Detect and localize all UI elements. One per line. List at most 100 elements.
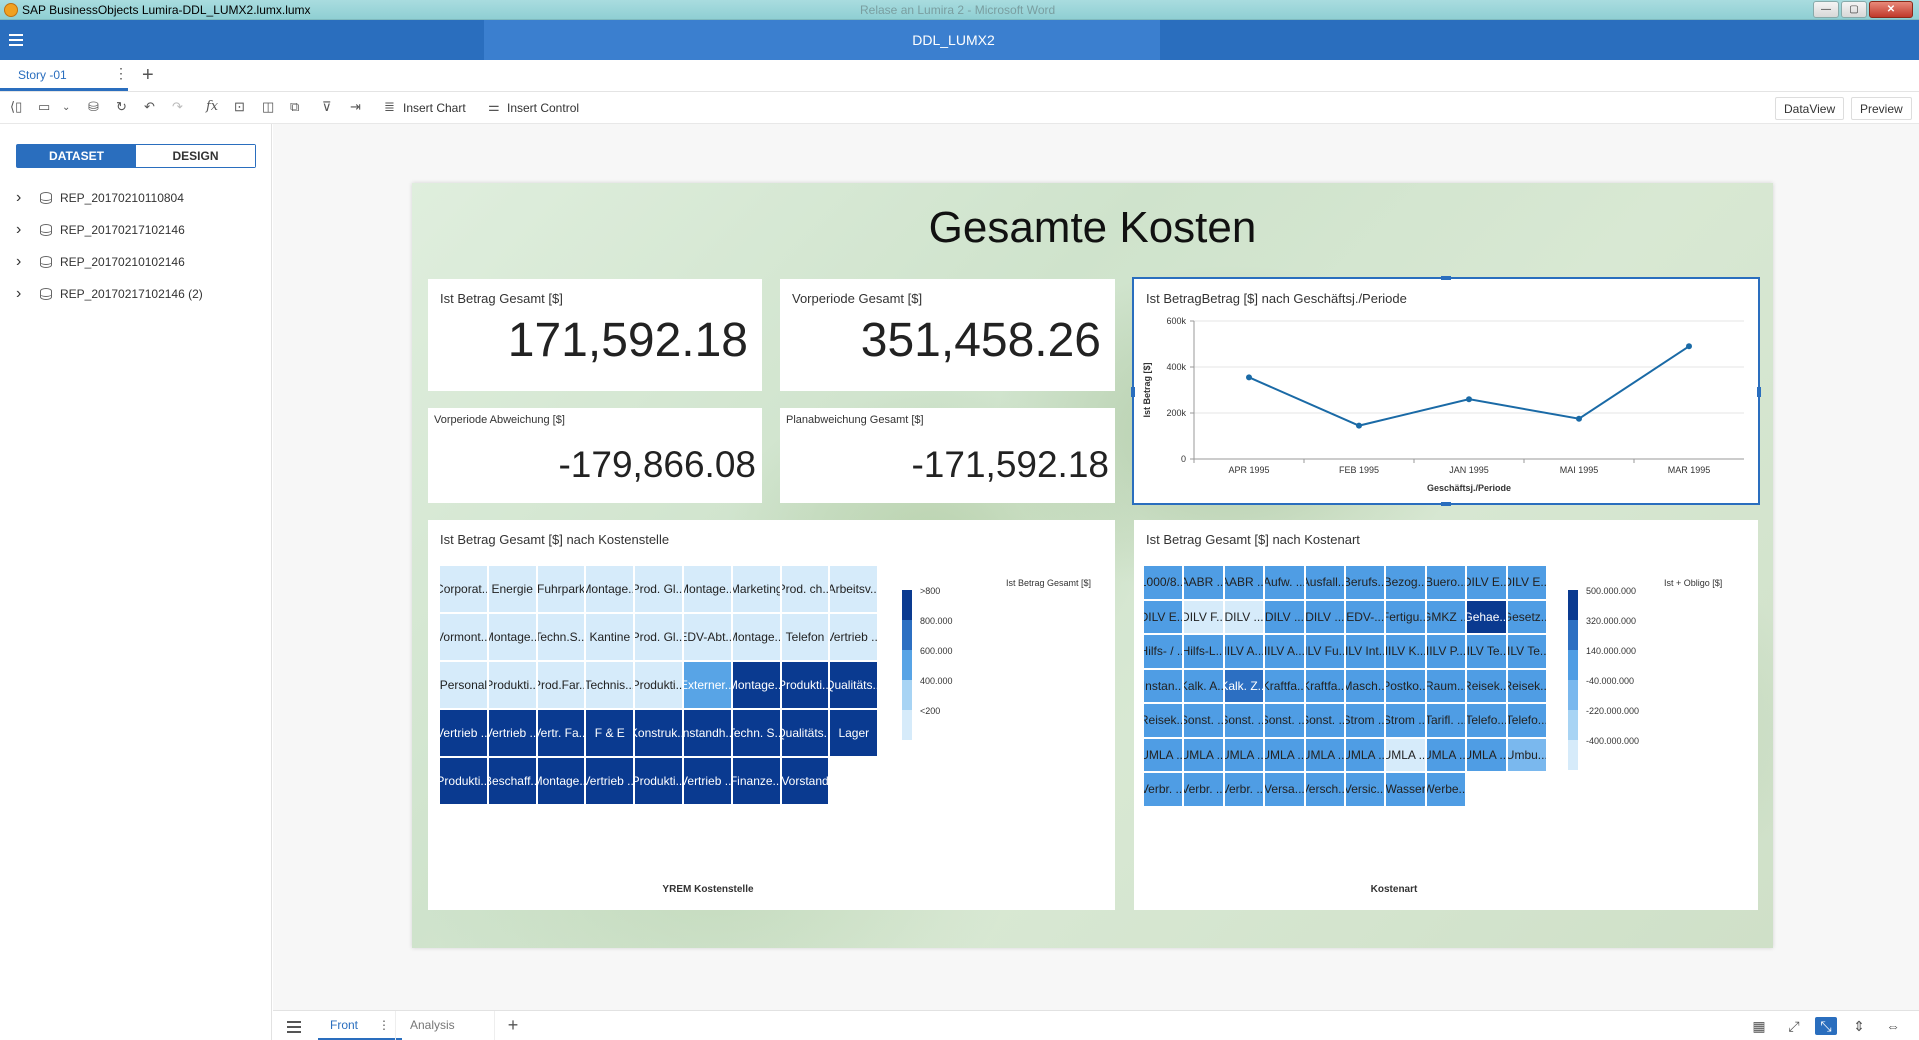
heatmap-cell[interactable]: IILV Te... [1507, 635, 1546, 668]
heatmap-cell[interactable]: DILV E... [1507, 566, 1546, 599]
undo-icon[interactable]: ↶ [144, 99, 155, 114]
story-tab-active[interactable]: Story -01 ⋮ [0, 60, 128, 91]
heatmap-cell[interactable]: Vertrieb ... [830, 614, 878, 660]
heatmap-cell[interactable]: Konstruk... [635, 710, 682, 756]
heatmap-cell[interactable]: Finanze... [732, 758, 780, 804]
heatmap-cell[interactable]: UMLA ... [1386, 738, 1425, 771]
heatmap-cell[interactable]: IILV A... [1224, 635, 1264, 668]
chevron-right-icon[interactable]: › [16, 253, 22, 270]
heatmap-cell[interactable]: Hilfs- / ... [1144, 635, 1183, 668]
heatmap-cell[interactable]: IILV Te... [1467, 635, 1506, 668]
heatmap-cell[interactable]: IILV A... [1265, 635, 1304, 668]
heatmap-cell[interactable]: Masch... [1346, 669, 1385, 702]
resize-handle-bottom[interactable] [1441, 502, 1451, 506]
heatmap-cell[interactable]: Qualitäts... [781, 710, 829, 756]
refresh-icon[interactable]: ↻ [116, 99, 127, 114]
page-tab-menu-icon[interactable]: ⋮ [378, 1018, 391, 1032]
kpi-card-vorperiode[interactable]: Vorperiode Gesamt [$] 351,458.26 [780, 279, 1115, 391]
heatmap-cell[interactable]: UMLA ... [1184, 738, 1223, 771]
heatmap-cell[interactable]: Externer... [684, 662, 731, 708]
resize-handle-right[interactable] [1757, 387, 1761, 397]
heatmap-cell[interactable]: IILV Int... [1346, 635, 1385, 668]
heatmap-cell[interactable]: Fertigu... [1386, 600, 1425, 633]
formula-icon[interactable]: fx [206, 99, 219, 114]
dataset-item[interactable]: › REP_20170217102146 [16, 221, 185, 238]
heatmap-cell[interactable]: Produkti... [635, 662, 682, 708]
heatmap-cell[interactable]: Aufw. ... [1265, 566, 1304, 599]
heatmap-cell[interactable]: Bezog... [1386, 566, 1425, 599]
preview-button[interactable]: Preview [1851, 97, 1912, 120]
line-chart-card[interactable]: Ist BetragBetrag [$] nach Geschäftsj./Pe… [1131, 276, 1761, 506]
heatmap-cell[interactable]: Gehae... [1467, 600, 1506, 633]
pages-menu-icon[interactable] [287, 1021, 301, 1036]
heatmap-cell[interactable]: Reisek... [1507, 669, 1546, 702]
heatmap-cell[interactable]: Montage... [732, 662, 780, 708]
heatmap-cell[interactable]: Wasser [1386, 773, 1425, 806]
dataset-item[interactable]: › REP_20170210110804 [16, 189, 184, 206]
page-tab-front[interactable]: Front ⋮ [318, 1011, 403, 1040]
heatmap-cell[interactable]: Prod. Gl... [635, 566, 682, 612]
heatmap-cell[interactable]: Vertrieb ... [440, 710, 487, 756]
heatmap-cell[interactable]: Beschaff... [488, 758, 536, 804]
heatmap-cell[interactable]: AABR ... [1184, 566, 1223, 599]
heatmap-cell[interactable]: Corporat... [440, 566, 487, 612]
fit-height-icon[interactable]: ⇕ [1853, 1018, 1865, 1034]
dataview-button[interactable]: DataView [1775, 97, 1845, 120]
heatmap-card-kostenart[interactable]: Ist Betrag Gesamt [$] nach Kostenart Kos… [1134, 520, 1758, 910]
heatmap-cell[interactable]: Reisek... [1144, 704, 1183, 737]
heatmap-cell[interactable]: EDV-... [1346, 600, 1385, 633]
resize-handle-left[interactable] [1131, 387, 1135, 397]
heatmap-cell[interactable]: Telefon [781, 614, 829, 660]
heatmap-cell[interactable]: Prod. ch... [781, 566, 829, 612]
heatmap-cell[interactable]: Telefo... [1467, 704, 1506, 737]
heatmap-cell[interactable]: Produkti... [440, 758, 487, 804]
heatmap-cell[interactable]: Instandh... [684, 710, 731, 756]
heatmap-cell[interactable]: DILV ... [1224, 600, 1264, 633]
resize-handle-top[interactable] [1441, 276, 1451, 280]
heatmap-cell[interactable]: F & E [586, 710, 634, 756]
redo-icon[interactable]: ↷ [172, 99, 183, 114]
insert-chart-button[interactable]: Insert Chart [403, 101, 466, 115]
heatmap-cell[interactable]: Instan... [1144, 669, 1183, 702]
heatmap-cell[interactable]: Montage... [684, 566, 731, 612]
heatmap-cell[interactable]: Fuhrpark [537, 566, 585, 612]
heatmap-cell[interactable]: UMLA ... [1467, 738, 1506, 771]
filter-icon[interactable]: ⊽ [322, 99, 332, 114]
heatmap-cell[interactable]: Kalk. Z... [1224, 669, 1264, 702]
heatmap-cell[interactable]: Energie [488, 566, 536, 612]
heatmap-cell[interactable]: Prod. Gl... [635, 614, 682, 660]
heatmap-cell[interactable]: Hilfs-L... [1184, 635, 1223, 668]
heatmap-cell[interactable]: IILV K... [1386, 635, 1425, 668]
save-icon[interactable]: ▭ [38, 99, 51, 114]
heatmap-cell[interactable]: Postko... [1386, 669, 1425, 702]
heatmap-cell[interactable]: Strom ... [1386, 704, 1425, 737]
heatmap-cell[interactable]: Vertrieb ... [488, 710, 536, 756]
story-tab-menu-icon[interactable]: ⋮ [114, 65, 128, 81]
kpi-card-planabweichung[interactable]: Planabweichung Gesamt [$] -171,592.18 [780, 408, 1115, 503]
dropdown-icon[interactable]: ⌄ [62, 102, 71, 113]
heatmap-cell[interactable]: DILV F... [1184, 600, 1223, 633]
heatmap-cell[interactable]: Produkti... [635, 758, 682, 804]
heatmap-cell[interactable]: Kraftfa... [1265, 669, 1304, 702]
heatmap-cell[interactable]: Kraftfa... [1305, 669, 1344, 702]
heatmap-cell[interactable]: Buero... [1426, 566, 1466, 599]
heatmap-cell[interactable]: Kalk. A... [1184, 669, 1223, 702]
duplicate-icon[interactable]: ⧉ [290, 99, 300, 114]
heatmap-cell[interactable]: UMLA ... [1144, 738, 1183, 771]
heatmap-cell[interactable]: IILV Fu... [1305, 635, 1344, 668]
add-story-button[interactable]: + [142, 64, 154, 86]
heatmap-cell[interactable]: AABR ... [1224, 566, 1264, 599]
heatmap-cell[interactable]: Sonst. ... [1305, 704, 1344, 737]
heatmap-cell[interactable]: Vertr. Fa... [537, 710, 585, 756]
heatmap-cell[interactable]: Montage... [488, 614, 536, 660]
chevron-right-icon[interactable]: › [16, 221, 22, 238]
heatmap-cell[interactable]: Vertrieb ... [684, 758, 731, 804]
split-view-icon[interactable]: ◫ [262, 99, 275, 114]
heatmap-cell[interactable]: Produkti... [781, 662, 829, 708]
add-page-button[interactable]: + [507, 1015, 519, 1035]
heatmap-cell[interactable]: Produkti... [488, 662, 536, 708]
heatmap-cell[interactable]: Qualitäts... [830, 662, 878, 708]
heatmap-cell[interactable]: Vertrieb ... [586, 758, 634, 804]
hamburger-menu-icon[interactable] [9, 34, 23, 46]
heatmap-cell[interactable]: Techn. S... [732, 710, 780, 756]
